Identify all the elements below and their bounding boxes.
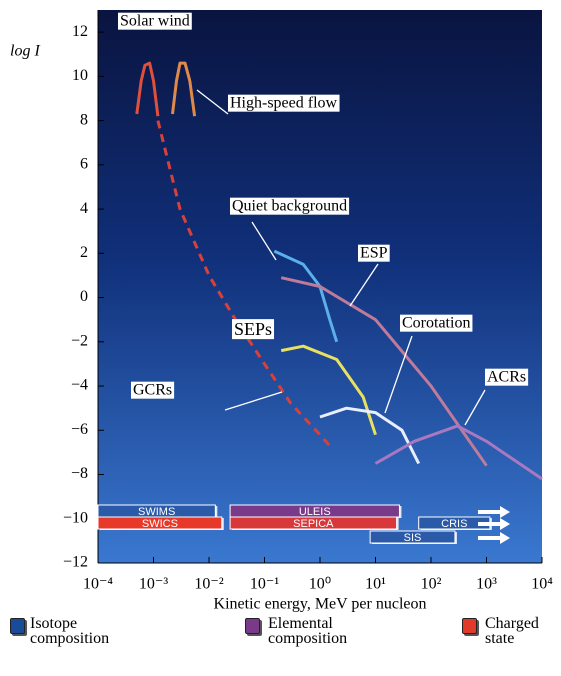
y-tick-label: 6 xyxy=(80,156,88,173)
y-tick-label: 10 xyxy=(72,67,88,84)
x-tick-label: 10³ xyxy=(476,576,497,593)
x-tick-label: 10⁻⁴ xyxy=(83,576,113,593)
y-tick-label: −8 xyxy=(71,465,88,482)
instrument-label: SIS xyxy=(404,532,422,544)
leader-line xyxy=(349,263,379,307)
series-line xyxy=(319,406,421,465)
annotation-label: High-speed flow xyxy=(230,95,338,112)
y-tick-label: −6 xyxy=(71,421,88,438)
arrow xyxy=(478,532,510,544)
annotation: ACRs xyxy=(485,368,529,386)
x-axis-title: Kinetic energy, MeV per nucleon xyxy=(214,596,427,613)
annotation-label: ESP xyxy=(360,245,388,262)
annotation: ESP xyxy=(358,244,390,262)
y-tick-label: 2 xyxy=(80,244,88,261)
instrument-label: ULEIS xyxy=(299,506,331,518)
label-box xyxy=(131,381,175,399)
label-box xyxy=(232,319,275,340)
y-tick-label: −10 xyxy=(63,509,88,526)
label-box xyxy=(230,197,350,215)
x-tick-label: 10² xyxy=(421,576,442,593)
legend-icon xyxy=(10,618,25,634)
x-tick-label: 10⁻² xyxy=(194,576,223,593)
series-line xyxy=(156,120,331,447)
annotation-label: Corotation xyxy=(402,315,470,332)
label-box xyxy=(228,94,340,112)
label-box xyxy=(400,314,473,332)
annotation: SEPs xyxy=(232,319,275,340)
annotation: Corotation xyxy=(400,314,473,332)
y-tick-label: −4 xyxy=(71,377,88,394)
annotation: GCRs xyxy=(131,381,175,399)
y-tick-label: 0 xyxy=(80,288,88,305)
leader-line xyxy=(464,389,486,426)
series-line xyxy=(135,61,160,117)
y-tick-label: 4 xyxy=(80,200,88,217)
x-tick-label: 10⁰ xyxy=(309,576,331,593)
y-tick-label: −2 xyxy=(71,332,88,349)
legend-label: Charged state xyxy=(485,615,539,647)
instrument-label: SWICS xyxy=(142,518,178,530)
series-line xyxy=(374,424,543,481)
instrument-label: SEPICA xyxy=(293,518,334,530)
legend-icon xyxy=(462,618,477,634)
label-box xyxy=(485,368,529,386)
annotation: Solar wind xyxy=(118,12,192,30)
annotation: High-speed flow xyxy=(228,94,340,112)
label-box xyxy=(358,244,390,262)
x-tick-label: 10⁻³ xyxy=(139,576,168,593)
annotation-label: Quiet background xyxy=(232,198,347,215)
leader-line xyxy=(384,335,413,414)
y-tick-label: 12 xyxy=(72,23,88,40)
annotation-label: SEPs xyxy=(234,319,272,339)
series-line xyxy=(171,61,197,117)
leader-line xyxy=(196,89,229,115)
arrow xyxy=(478,506,510,518)
series-line xyxy=(280,344,377,436)
legend-label: Isotope composition xyxy=(30,615,110,647)
legend-icon xyxy=(245,618,260,634)
legend-label: Elemental composition xyxy=(268,615,348,647)
instrument-bar xyxy=(97,516,223,530)
y-tick-label: 8 xyxy=(80,111,88,128)
instrument-bar xyxy=(229,516,398,530)
leader-line xyxy=(251,221,277,261)
y-axis-title: log I xyxy=(10,43,40,60)
x-tick-label: 10¹ xyxy=(365,576,386,593)
annotation-label: ACRs xyxy=(487,369,526,386)
y-tick-label: −12 xyxy=(63,554,88,571)
instrument-label: SWIMS xyxy=(138,506,175,518)
x-tick-label: 10⁻¹ xyxy=(250,576,279,593)
arrow xyxy=(478,518,510,530)
x-tick-label: 10⁴ xyxy=(531,576,553,593)
annotation: Quiet background xyxy=(230,197,350,215)
instrument-label: CRIS xyxy=(441,518,467,530)
series-line xyxy=(280,276,488,467)
annotation-label: Solar wind xyxy=(120,13,190,30)
label-box xyxy=(118,12,192,30)
leader-line xyxy=(224,391,283,411)
annotation-label: GCRs xyxy=(133,382,172,399)
instrument-bar xyxy=(369,530,456,544)
